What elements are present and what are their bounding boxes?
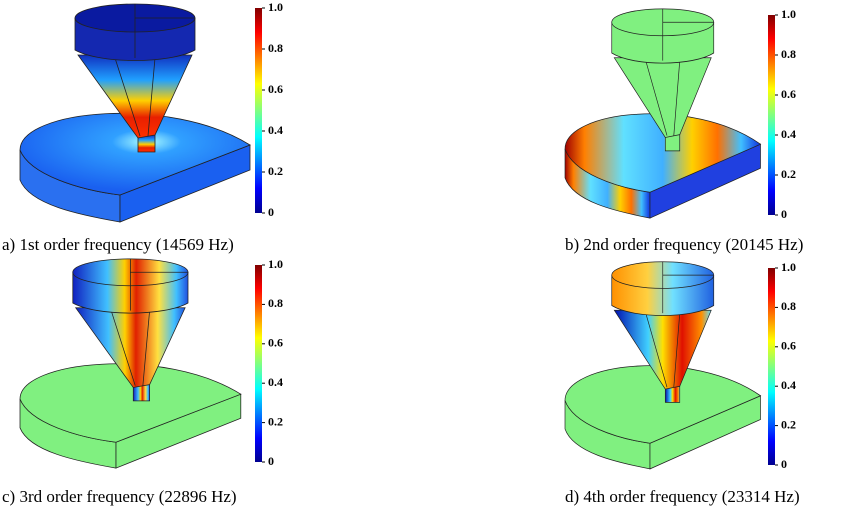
colorbar	[768, 15, 775, 215]
colorbar	[255, 8, 262, 213]
figure: 1.0 0.8 0.6 0.4 0.2 0 a) 1st order frequency (…	[0, 0, 860, 517]
colorbar-tick-label: 0.8	[268, 296, 283, 310]
colorbar-tick-label: 0.6	[781, 339, 796, 353]
simulation-model	[565, 262, 761, 469]
colorbar-tick-label: 0.4	[268, 123, 283, 137]
simulation-model	[20, 259, 241, 468]
colorbar-tick-label: 0	[268, 205, 274, 219]
colorbar-tick-label: 0.2	[268, 414, 283, 428]
colorbar-tick-label: 0	[781, 207, 787, 221]
colorbar-tick-label: 0.4	[781, 378, 796, 392]
colorbar-tick-label: 1.0	[781, 260, 796, 274]
colorbar	[255, 265, 262, 462]
colorbar-tick-label: 0.8	[268, 41, 283, 55]
colorbar	[768, 268, 775, 465]
colorbar-tick-label: 0.2	[268, 164, 283, 178]
colorbar-tick-label: 0.6	[268, 336, 283, 350]
colorbar-tick-label: 0.8	[781, 47, 796, 61]
colorbar-tick-label: 0.2	[781, 417, 796, 431]
colorbar-tick-label: 0	[268, 454, 274, 468]
simulation-model	[20, 4, 250, 222]
colorbar-tick-label: 0	[781, 457, 787, 471]
caption: a) 1st order frequency (14569 Hz)	[2, 235, 234, 254]
caption: c) 3rd order frequency (22896 Hz)	[2, 487, 237, 506]
colorbar-tick-label: 0.6	[781, 87, 796, 101]
colorbar-tick-label: 1.0	[268, 257, 283, 271]
caption: b) 2nd order frequency (20145 Hz)	[565, 235, 803, 254]
simulation-model	[565, 9, 761, 218]
colorbar-tick-label: 0.6	[268, 82, 283, 96]
colorbar-tick-label: 0.2	[781, 167, 796, 181]
colorbar-tick-label: 1.0	[268, 0, 283, 14]
colorbar-tick-label: 0.8	[781, 299, 796, 313]
colorbar-tick-label: 0.4	[781, 127, 796, 141]
colorbar-tick-label: 0.4	[268, 375, 283, 389]
colorbar-tick-label: 1.0	[781, 7, 796, 21]
caption: d) 4th order frequency (23314 Hz)	[565, 487, 800, 506]
